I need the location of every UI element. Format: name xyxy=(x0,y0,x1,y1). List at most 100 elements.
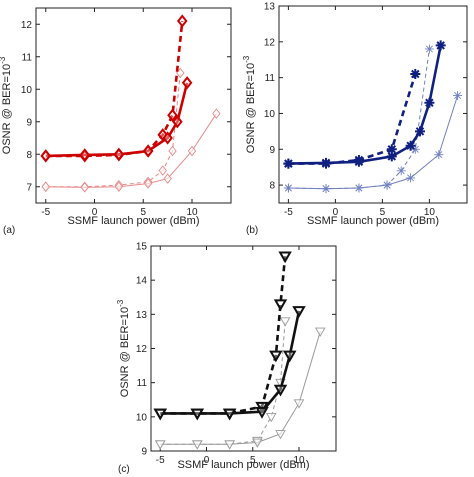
data-point xyxy=(283,350,297,363)
y-tick-label: 13 xyxy=(136,310,148,321)
series-line xyxy=(160,256,287,415)
chart-panel-2: -5 0 5 10 8 9 10 11 12 13 SSMF launch power (dBm) O… xyxy=(242,2,468,236)
y-tick-label: 9 xyxy=(141,447,147,458)
data-point xyxy=(176,14,188,28)
panel-label: (b) xyxy=(246,225,258,236)
data-point xyxy=(154,440,166,450)
y-tick-label: 10 xyxy=(264,109,276,120)
data-point xyxy=(321,184,331,194)
data-point xyxy=(278,251,292,264)
x-tick-label: 10 xyxy=(186,207,198,218)
data-point xyxy=(190,408,204,421)
x-axis-label: SSMF launch power (dBm) xyxy=(177,459,309,471)
data-point xyxy=(434,150,444,160)
data-point xyxy=(162,131,173,145)
y-tick-label: 12 xyxy=(264,37,276,48)
series-line xyxy=(45,82,189,158)
data-point xyxy=(386,144,397,155)
y-tick-label: 11 xyxy=(137,378,148,389)
data-point xyxy=(265,413,277,423)
data-point xyxy=(415,126,425,137)
data-point xyxy=(167,108,178,122)
plot-area xyxy=(35,7,232,204)
data-point xyxy=(382,180,392,190)
data-point xyxy=(143,178,153,189)
data-point xyxy=(410,69,421,80)
data-point xyxy=(269,350,283,363)
data-point xyxy=(40,149,52,163)
data-point xyxy=(292,306,306,318)
x-tick-label: -5 xyxy=(284,207,293,218)
data-point xyxy=(172,115,183,129)
data-point xyxy=(396,166,406,176)
data-point xyxy=(212,108,221,119)
x-tick-label: -5 xyxy=(156,455,165,466)
data-point xyxy=(321,157,331,168)
y-axis-label: OSNR @ BER=10-3 xyxy=(116,299,131,397)
data-point xyxy=(114,181,124,192)
chart-panel-1: -5 0 5 10 7 8 9 10 11 12 SSMF launch power (dBm) OS… xyxy=(0,7,232,236)
y-tick-label: 11 xyxy=(265,73,276,84)
data-point xyxy=(353,156,364,167)
x-axis-label: SSMF launch power (dBm) xyxy=(67,215,199,227)
data-point xyxy=(275,430,286,440)
y-tick-label: 12 xyxy=(21,20,33,31)
x-tick-label: 10 xyxy=(293,455,305,466)
data-point xyxy=(453,91,463,101)
y-tick-label: 7 xyxy=(26,182,32,193)
y-tick-label: 13 xyxy=(264,2,276,13)
y-tick-label: 14 xyxy=(136,276,148,287)
data-point xyxy=(163,173,172,184)
data-point xyxy=(314,327,326,337)
x-tick-label: 5 xyxy=(380,207,386,218)
y-tick-label: 10 xyxy=(136,412,148,423)
data-point xyxy=(142,144,154,158)
y-tick-label: 12 xyxy=(136,344,148,355)
y-axis-label: OSNR @ BER=10-3 xyxy=(0,56,13,154)
data-point xyxy=(279,317,291,327)
data-point xyxy=(191,440,203,450)
x-tick-label: 5 xyxy=(250,455,256,466)
data-point xyxy=(113,147,125,161)
data-point xyxy=(283,183,293,193)
data-point xyxy=(222,408,237,421)
data-point xyxy=(354,183,364,193)
y-tick-label: 10 xyxy=(21,85,33,96)
data-point xyxy=(386,151,397,162)
data-point xyxy=(293,399,305,409)
y-tick-label: 9 xyxy=(26,117,32,128)
y-tick-label: 8 xyxy=(269,181,275,192)
y-tick-label: 8 xyxy=(26,150,32,161)
data-point xyxy=(273,384,288,397)
x-tick-label: -5 xyxy=(41,207,50,218)
y-tick-label: 15 xyxy=(136,242,148,253)
x-axis-label: SSMF launch power (dBm) xyxy=(307,215,439,227)
data-point xyxy=(158,165,167,176)
data-point xyxy=(79,148,91,162)
y-axis-label: OSNR @ BER=10-3 xyxy=(242,55,257,153)
panel-label: (c) xyxy=(118,464,130,475)
data-point xyxy=(435,40,446,51)
x-tick-label: 0 xyxy=(92,207,98,218)
data-point xyxy=(273,299,288,312)
data-point xyxy=(187,145,197,157)
data-point xyxy=(153,408,167,421)
data-point xyxy=(80,182,89,193)
x-tick-label: 0 xyxy=(204,455,210,466)
series-line xyxy=(288,45,442,165)
plot-area xyxy=(150,245,337,452)
y-tick-label: 11 xyxy=(22,52,33,63)
x-tick-label: 5 xyxy=(140,207,146,218)
data-point xyxy=(424,44,434,54)
x-tick-label: 0 xyxy=(333,207,339,218)
data-point xyxy=(406,173,416,183)
data-point xyxy=(41,181,50,192)
x-tick-label: 10 xyxy=(424,207,436,218)
data-point xyxy=(410,144,420,154)
data-point xyxy=(168,145,177,157)
data-point xyxy=(255,406,269,419)
data-point xyxy=(424,97,435,108)
data-point xyxy=(252,438,263,448)
data-point xyxy=(181,76,193,90)
